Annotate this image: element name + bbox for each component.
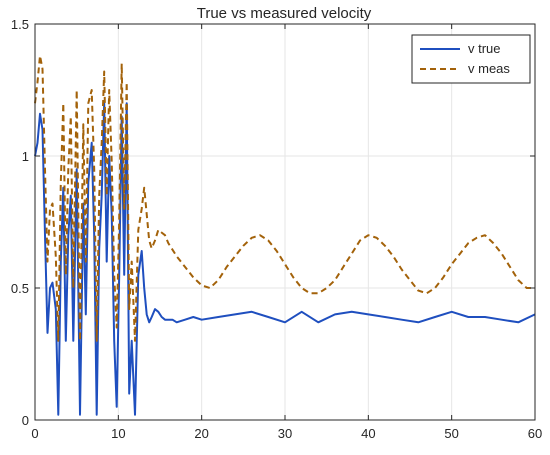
- y-tick-label: 1.5: [11, 17, 29, 32]
- series-line-v-true: [34, 102, 536, 416]
- y-tick-label: 0: [22, 413, 29, 428]
- series-lines: [34, 54, 536, 416]
- x-tick-label: 50: [444, 426, 458, 441]
- legend-label-v-meas: v meas: [468, 61, 510, 76]
- legend-box: [411, 34, 531, 84]
- x-tick-label: 0: [31, 426, 38, 441]
- x-tick-label: 30: [278, 426, 292, 441]
- x-tick-label: 20: [194, 426, 208, 441]
- series-line-v-meas: [34, 54, 535, 342]
- x-tick-label: 60: [528, 426, 542, 441]
- x-tick-label: 10: [111, 426, 125, 441]
- legend: v true v meas: [411, 34, 531, 84]
- x-tick-label: 40: [361, 426, 375, 441]
- legend-label-v-true: v true: [468, 41, 501, 56]
- y-tick-label: 1: [22, 149, 29, 164]
- y-tick-label: 0.5: [11, 281, 29, 296]
- axes: 0 10 20 30 40 50 60 0 0.5 1 1.5: [11, 17, 542, 441]
- chart-title: True vs measured velocity: [197, 5, 372, 22]
